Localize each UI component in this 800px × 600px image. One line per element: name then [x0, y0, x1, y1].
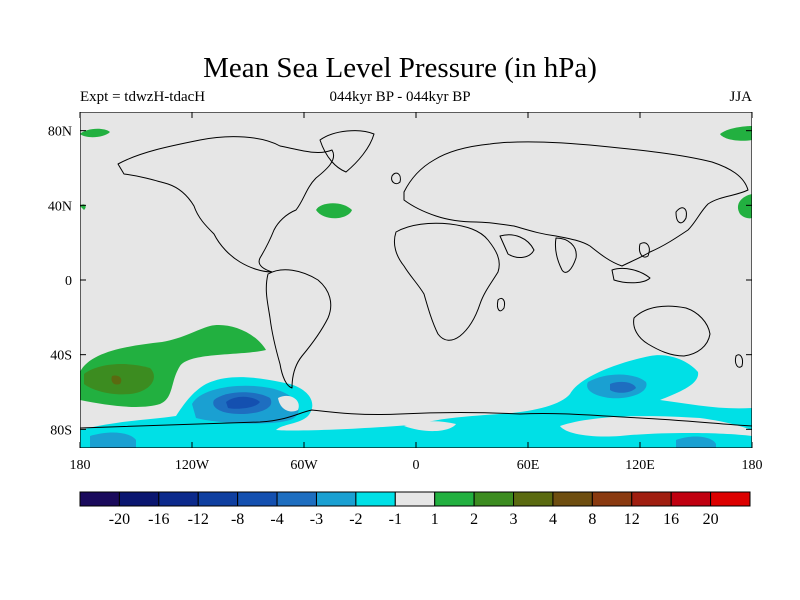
lon-tick-label: 120W: [175, 458, 210, 473]
antarctic-gray-2: [404, 421, 456, 432]
philippines-outline: [639, 242, 650, 258]
colorbar-label: -8: [231, 511, 244, 528]
colorbar-label: 12: [624, 511, 640, 528]
lon-tick-label: 180: [742, 458, 763, 473]
arabia-outline: [499, 234, 535, 258]
colorbar-swatch: [591, 491, 633, 507]
colorbar-swatch: [473, 491, 515, 507]
lon-axis: 180 120W 60W 0 60E 120E 180: [70, 112, 763, 473]
australia-outline: [633, 305, 711, 357]
colorbar-swatch: [710, 491, 751, 507]
greenland-outline: [319, 130, 375, 173]
lat-tick-label: 80N: [48, 125, 72, 140]
colorbar-swatch: [434, 491, 475, 507]
colorbar-label: 16: [663, 511, 679, 528]
colorbar-swatch: [670, 491, 712, 507]
colorbar-swatch: [158, 491, 199, 507]
colorbar-label: 20: [703, 511, 719, 528]
colorbar-swatch: [276, 491, 317, 507]
anomaly-north-atlantic: [316, 203, 352, 219]
india-outline: [555, 237, 577, 273]
lat-tick-label: 40S: [50, 349, 72, 364]
colorbar-label: -20: [109, 511, 130, 528]
lat-tick-label: 40N: [48, 199, 72, 214]
anomaly-arctic-east: [720, 126, 752, 141]
lon-tick-label: 120E: [625, 458, 655, 473]
lat-tick-label: 0: [65, 274, 72, 289]
south-america-outline: [265, 269, 332, 389]
colorbar-swatch: [513, 491, 554, 507]
indonesia-outline: [611, 267, 651, 284]
colorbar-swatch: [197, 491, 239, 507]
antarctica-outline: [80, 409, 752, 429]
lat-tick-label: 80S: [50, 423, 72, 438]
colorbar-label: 1: [431, 511, 439, 528]
map-title: Mean Sea Level Pressure (in hPa): [203, 52, 597, 84]
colorbar-label: -16: [148, 511, 169, 528]
new-zealand-outline: [735, 354, 743, 368]
north-america-outline: [117, 136, 334, 273]
colorbar-swatch: [355, 491, 396, 507]
season-label: JJA: [729, 89, 752, 105]
colorbar-swatch: [237, 491, 278, 507]
colorbar-label: -2: [349, 511, 362, 528]
africa-outline: [393, 222, 500, 341]
colorbar-swatch: [315, 491, 357, 507]
lon-tick-label: 0: [413, 458, 420, 473]
experiment-label: Expt = tdwzH-tdacH: [80, 89, 206, 105]
colorbar-label: 3: [510, 511, 518, 528]
anomaly-north-pacific-east: [737, 194, 752, 219]
lon-tick-label: 180: [70, 458, 91, 473]
japan-outline: [675, 207, 687, 224]
colorbar-swatch: [118, 491, 160, 507]
colorbar-swatch: [552, 491, 593, 507]
colorbar-label: -4: [270, 511, 283, 528]
lon-tick-label: 60E: [517, 458, 540, 473]
colorbar-swatch: [79, 491, 120, 507]
colorbar-swatch: [394, 491, 436, 507]
colorbar-label: 4: [549, 511, 557, 528]
colorbar-label: -1: [389, 511, 402, 528]
colorbar: -20 -16 -12 -8 -4 -3 -2 -1 1 2 3 4 8 12 16 20: [79, 491, 751, 528]
colorbar-label: -12: [188, 511, 209, 528]
lon-tick-label: 60W: [290, 458, 318, 473]
coastlines: [80, 130, 752, 429]
period-label: 044kyr BP - 044kyr BP: [329, 89, 471, 105]
madagascar-outline: [497, 297, 505, 312]
colorbar-label: 8: [588, 511, 596, 528]
tip-south-america: [278, 395, 299, 412]
antarctic-coast-gray: [560, 416, 752, 437]
anomaly-arctic-pacific: [80, 128, 110, 138]
lat-axis: 80N 40N 0 40S 80S: [48, 125, 752, 438]
colorbar-label: -3: [310, 511, 323, 528]
anomaly-south-pacific-core: [111, 375, 122, 385]
colorbar-label: 2: [470, 511, 478, 528]
map-panel: [80, 112, 752, 448]
colorbar-swatch: [631, 491, 672, 507]
eurasia-outline: [403, 141, 749, 267]
british-isles-outline: [391, 172, 401, 185]
anomaly-minus4: [226, 396, 260, 409]
